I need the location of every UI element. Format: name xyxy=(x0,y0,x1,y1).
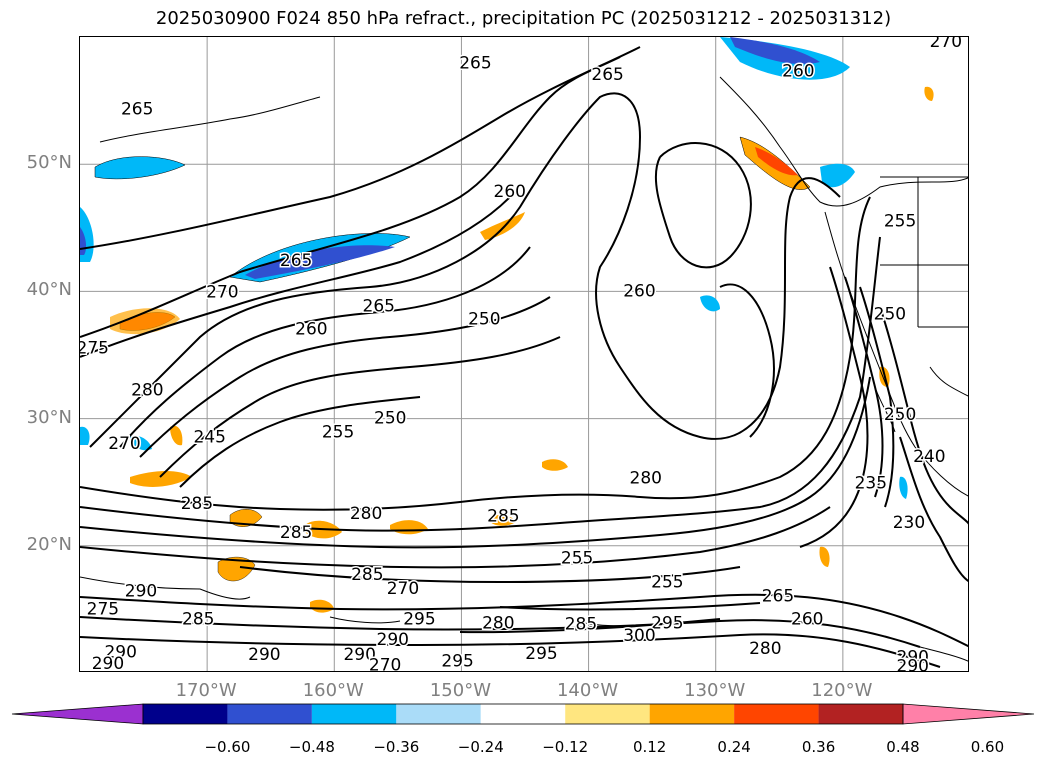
contour-label: 300 xyxy=(623,626,655,646)
contour-label: 295 xyxy=(441,652,473,672)
colorbar-cell xyxy=(565,704,650,724)
contour-label: 260 xyxy=(782,61,814,81)
contour-label: 265 xyxy=(363,297,395,317)
contour-label: 245 xyxy=(193,428,225,448)
refractivity-contours-thin xyxy=(80,576,968,662)
contour-label: 285 xyxy=(181,494,213,514)
contour-label: 280 xyxy=(630,468,662,488)
contour-label: 250 xyxy=(468,309,500,329)
contour-label: 275 xyxy=(80,339,109,359)
contour-label: 265 xyxy=(459,54,491,74)
contour-label: 270 xyxy=(206,283,238,303)
contour-label: 270 xyxy=(387,579,419,599)
colorbar-cell xyxy=(396,704,481,724)
contour-label: 290 xyxy=(125,582,157,602)
contour-label: 230 xyxy=(893,513,925,533)
contour-label: 250 xyxy=(374,409,406,429)
contour-label: 265 xyxy=(591,65,623,85)
lat-tick-label: 40°N xyxy=(26,279,72,301)
colorbar-cell xyxy=(734,704,819,724)
contour-label: 295 xyxy=(525,644,557,664)
lat-tick-label: 20°N xyxy=(26,533,72,555)
contour-label: 250 xyxy=(874,304,906,324)
lon-tick-label: 120°W xyxy=(811,680,873,701)
contour-label: 275 xyxy=(87,599,119,619)
contour-label: 265 xyxy=(121,100,153,120)
colorbar-tick-label: 0.48 xyxy=(886,738,920,756)
colorbar-cell xyxy=(143,704,228,724)
lon-tick-label: 140°W xyxy=(556,680,619,701)
contour-label: 290 xyxy=(92,654,124,672)
contour-label: 285 xyxy=(487,507,519,527)
colorbar-tick-label: −0.12 xyxy=(542,738,589,756)
colorbar-cell xyxy=(480,704,566,724)
map-panel[interactable]: 265 265 265 270 260 260 255 265 270 265 250 260 250 2… xyxy=(79,36,969,672)
contour-label: 265 xyxy=(280,251,312,271)
contour-label: 270 xyxy=(369,655,401,672)
contour-label: 270 xyxy=(930,37,962,52)
coastlines xyxy=(99,76,968,497)
lat-tick-label: 30°N xyxy=(26,406,72,428)
contour-label: 255 xyxy=(651,573,683,593)
colorbar-tick-label: 0.12 xyxy=(632,738,667,756)
gridlines xyxy=(80,37,968,671)
colorbar-tick-label: −0.36 xyxy=(373,738,420,756)
contour-label: 280 xyxy=(131,381,163,401)
contour-label: 250 xyxy=(884,405,916,425)
contour-label: 295 xyxy=(403,610,435,630)
contour-label: 290 xyxy=(104,643,136,663)
colorbar-tick-label: 0.36 xyxy=(801,738,836,756)
contour-label: 255 xyxy=(561,549,593,569)
map-title: 2025030900 F024 850 hPa refract., precip… xyxy=(155,8,892,29)
contour-labels: 265 265 265 270 260 260 255 265 270 265 250 260 250 2… xyxy=(80,37,964,672)
lon-tick-label: 160°W xyxy=(302,680,364,701)
contour-label: 240 xyxy=(913,447,945,467)
colorbar-tick-label: −0.24 xyxy=(457,738,504,756)
contour-label: 280 xyxy=(482,613,514,633)
colorbar-cell xyxy=(227,704,312,724)
colorbar-outline xyxy=(142,703,904,725)
contour-label: 260 xyxy=(623,281,655,301)
contour-label: 270 xyxy=(108,434,140,454)
contour-label: 255 xyxy=(322,423,354,443)
colorbar-cell xyxy=(818,704,903,724)
colorbar-cell xyxy=(649,704,735,724)
contour-label: 290 xyxy=(897,648,929,668)
lon-tick-label: 130°W xyxy=(684,680,746,701)
precip-shading xyxy=(80,37,934,613)
contour-label: 295 xyxy=(651,613,683,633)
contour-label: 235 xyxy=(855,473,887,493)
contour-label: 255 xyxy=(884,211,916,231)
contour-label: 260 xyxy=(791,610,823,630)
refractivity-contours xyxy=(80,46,968,668)
contour-label: 280 xyxy=(749,639,781,659)
colorbar xyxy=(11,703,1035,725)
colorbar-tick-label: 0.60 xyxy=(970,738,1005,756)
colorbar-tick-label: −0.60 xyxy=(204,738,251,756)
colorbar-tick-label: 0.24 xyxy=(717,738,751,756)
lon-tick-label: 150°W xyxy=(429,680,491,701)
contour-label: 290 xyxy=(897,657,929,672)
contour-label: 260 xyxy=(494,182,526,202)
contour-label: 280 xyxy=(350,504,382,524)
lon-tick-label: 170°W xyxy=(175,680,237,701)
contour-label: 285 xyxy=(280,523,312,543)
contour-label: 290 xyxy=(377,630,409,650)
contour-label: 285 xyxy=(351,565,383,585)
colorbar-cell xyxy=(311,704,397,724)
contour-label: 285 xyxy=(565,615,597,635)
contour-label: 265 xyxy=(762,587,794,607)
colorbar-extend-high xyxy=(902,703,1035,725)
colorbar-extend-low xyxy=(11,703,144,725)
colorbar-tick-label: −0.48 xyxy=(288,738,335,756)
lat-tick-label: 50°N xyxy=(26,152,72,174)
contour-label: 290 xyxy=(248,645,280,665)
map-canvas[interactable]: 265 265 265 270 260 260 255 265 270 265 250 260 250 2… xyxy=(80,37,969,672)
contour-label: 290 xyxy=(343,645,375,665)
contour-label: 285 xyxy=(182,610,214,630)
contour-label: 260 xyxy=(295,320,327,340)
